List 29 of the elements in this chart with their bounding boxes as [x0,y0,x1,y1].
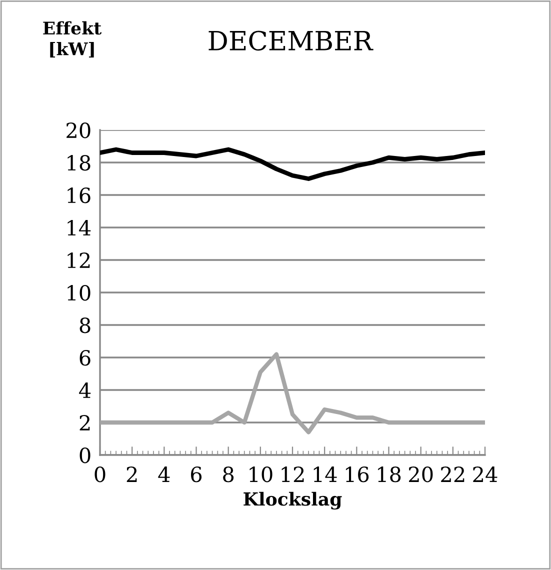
x-tick-label: 8 [223,466,234,482]
y-tick-label: 2 [80,414,90,430]
y-axis-title: Effekt [kW] [43,21,102,58]
x-tick-label: 4 [158,466,170,482]
x-tick-label: 10 [250,466,272,482]
x-tick-label: 6 [191,466,202,482]
y-tick-label: 6 [80,350,90,366]
y-tick-label: 4 [79,382,91,398]
line-series [100,147,485,181]
x-tick-label: 16 [346,466,369,482]
y-tick-label: 14 [68,220,91,236]
y-tick-label: 8 [80,317,90,334]
x-tick-label: 12 [282,466,304,482]
x-tick-label: 20 [408,466,433,482]
line-series [100,352,485,434]
y-tick-label: 0 [80,447,90,464]
y-tick-label: 20 [66,122,90,138]
x-axis-title: Klockslag [244,492,342,510]
x-tick-label: 0 [94,466,106,482]
x-tick-label: 14 [314,466,337,482]
x-tick-label: 24 [473,466,498,482]
x-tick-label: 2 [126,466,137,482]
y-tick-label: 18 [68,154,90,171]
x-tick-label: 18 [378,466,401,482]
y-tick-label: 12 [68,252,90,268]
y-tick-label: 10 [68,284,90,301]
y-tick-label: 16 [68,187,90,204]
x-tick-label: 22 [441,466,464,482]
chart-title: DECEMBER [208,30,374,51]
